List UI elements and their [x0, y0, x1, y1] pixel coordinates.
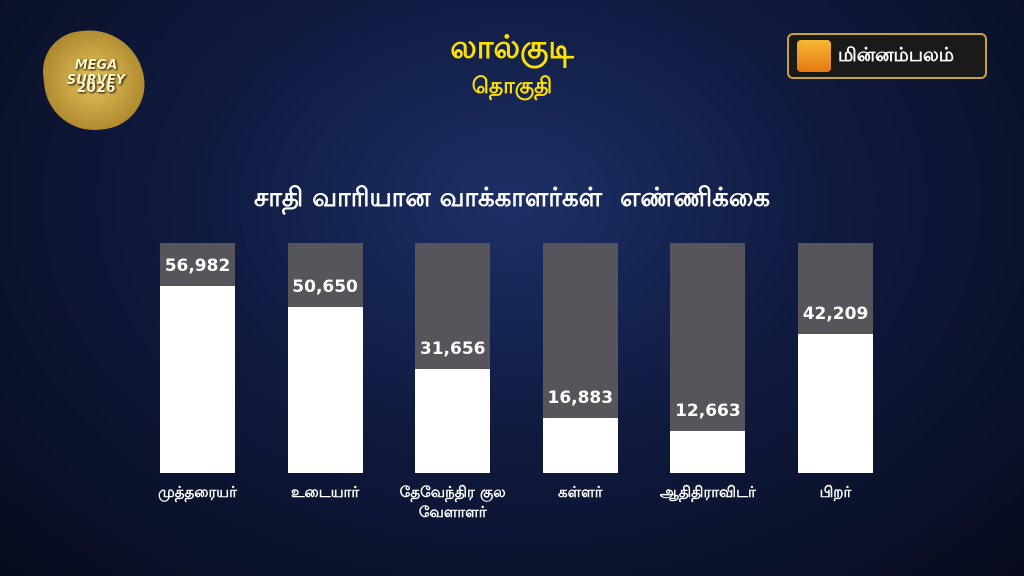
- category-label: முத்தரையர்: [158, 483, 237, 501]
- category-label: பிறர்: [819, 483, 852, 501]
- chart-title: சாதி வாரியான வாக்காளர்கள் எண்ணிக்கை: [253, 183, 771, 213]
- bar: [670, 431, 746, 473]
- value-label: 16,883: [547, 387, 614, 408]
- bar: [160, 285, 235, 473]
- bar: [415, 368, 491, 473]
- category-label: தேவேந்திர குல வேளாளர்: [399, 483, 506, 521]
- value-label: 31,656: [419, 338, 486, 359]
- category-label: ஆதிதிராவிடர்: [659, 483, 756, 501]
- category-label: உடையார்: [290, 483, 360, 501]
- value-label: 42,209: [802, 304, 869, 325]
- bar: [798, 334, 873, 473]
- category-label: கள்ளர்: [558, 483, 603, 501]
- value-label: 50,650: [292, 276, 358, 297]
- logo-mark: [797, 40, 831, 72]
- logo-text: மின்னம்பலம்: [838, 44, 955, 66]
- bar: [542, 417, 618, 473]
- title: லால்குடி: [450, 28, 574, 66]
- value-label: 12,663: [675, 401, 741, 422]
- badge-year: 2026: [76, 80, 116, 96]
- subtitle: தொகுதி: [471, 74, 553, 99]
- badge-text: MEGA SURVEY: [66, 58, 126, 88]
- value-label: 56,982: [164, 255, 231, 276]
- bar: [287, 306, 363, 473]
